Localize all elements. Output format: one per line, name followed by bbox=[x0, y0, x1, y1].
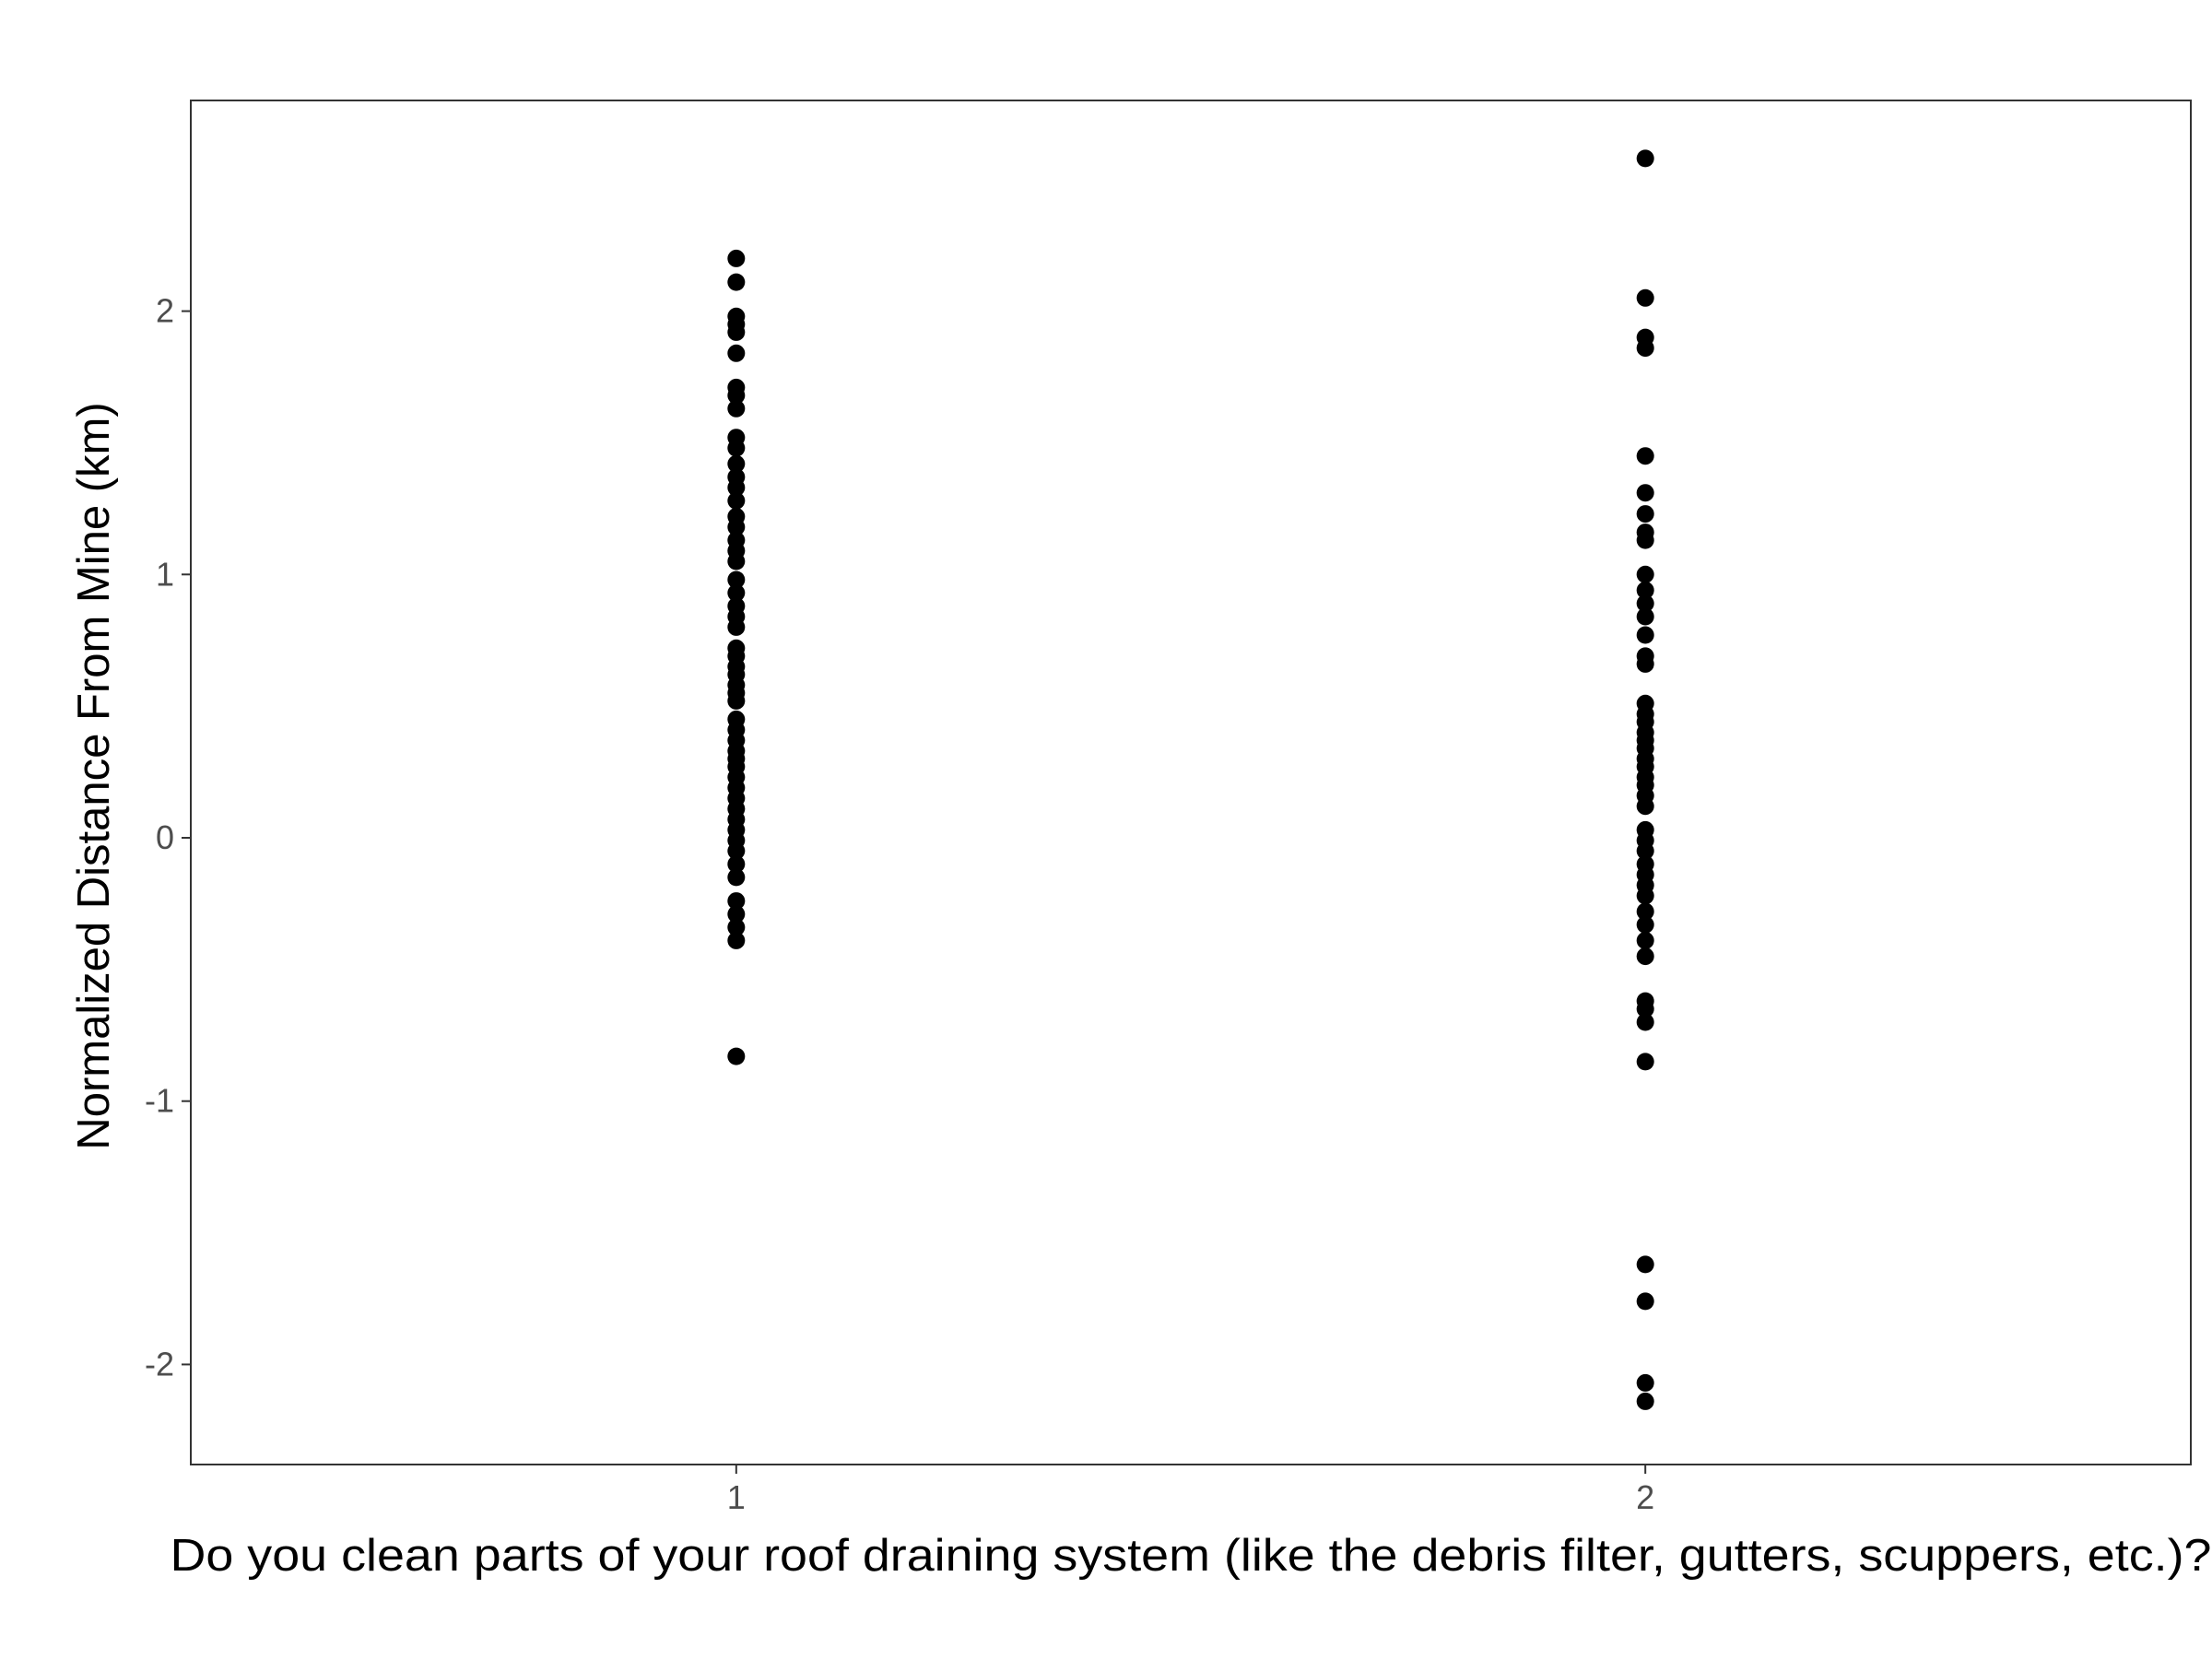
data-point bbox=[727, 841, 746, 860]
data-point bbox=[727, 691, 746, 710]
data-point bbox=[1636, 288, 1654, 307]
data-point bbox=[1636, 594, 1654, 613]
data-point bbox=[727, 868, 746, 887]
data-point bbox=[727, 478, 746, 497]
data-point bbox=[1636, 915, 1654, 934]
data-point bbox=[1636, 947, 1654, 966]
data-point bbox=[727, 454, 746, 473]
y-tick-label: -1 bbox=[145, 1082, 174, 1120]
data-point bbox=[1636, 447, 1654, 465]
y-tick-label: -2 bbox=[145, 1345, 174, 1382]
data-point bbox=[727, 323, 746, 341]
plot-panel bbox=[190, 100, 2192, 1465]
data-point bbox=[1636, 626, 1654, 644]
data-point bbox=[1636, 1292, 1654, 1311]
data-point bbox=[1636, 654, 1654, 673]
data-point bbox=[727, 439, 746, 457]
data-point bbox=[727, 618, 746, 636]
data-point bbox=[1636, 531, 1654, 549]
data-point bbox=[1636, 1255, 1654, 1274]
data-point bbox=[1636, 505, 1654, 524]
data-point bbox=[727, 905, 746, 924]
data-point bbox=[727, 571, 746, 589]
data-point bbox=[727, 892, 746, 911]
data-point bbox=[1636, 1373, 1654, 1392]
data-point bbox=[727, 386, 746, 405]
data-point bbox=[727, 518, 746, 536]
data-point bbox=[1636, 797, 1654, 816]
data-point bbox=[727, 918, 746, 936]
data-point bbox=[1636, 841, 1654, 860]
data-point bbox=[1636, 1053, 1654, 1071]
data-point bbox=[1636, 607, 1654, 626]
data-point bbox=[1636, 902, 1654, 921]
data-point bbox=[727, 855, 746, 874]
data-point bbox=[727, 583, 746, 602]
data-point bbox=[727, 931, 746, 949]
data-point bbox=[1636, 1392, 1654, 1410]
y-tick-label: 2 bbox=[156, 292, 174, 330]
data-point bbox=[1636, 1013, 1654, 1031]
x-tick-label: 2 bbox=[1636, 1478, 1654, 1516]
data-point bbox=[727, 552, 746, 571]
data-point bbox=[727, 399, 746, 418]
data-point bbox=[1636, 887, 1654, 905]
x-axis-title: Do you clean parts of your roof draining… bbox=[171, 1531, 2212, 1581]
x-tick-label: 1 bbox=[727, 1478, 746, 1516]
data-point bbox=[1636, 484, 1654, 502]
data-point bbox=[727, 273, 746, 291]
y-axis: -2 -1 0 1 2 bbox=[145, 292, 191, 1382]
data-point bbox=[1636, 931, 1654, 949]
data-point bbox=[1636, 339, 1654, 358]
y-tick-label: 1 bbox=[156, 555, 174, 593]
data-points bbox=[727, 149, 1654, 1410]
y-tick-label: 0 bbox=[156, 818, 174, 856]
data-point bbox=[1636, 565, 1654, 583]
data-point bbox=[727, 249, 746, 267]
data-point bbox=[1636, 149, 1654, 168]
data-point bbox=[1636, 581, 1654, 599]
data-point bbox=[727, 491, 746, 510]
y-axis-title: Normalized Distance From Mine (km) bbox=[69, 402, 119, 1149]
data-point bbox=[727, 1047, 746, 1065]
data-point bbox=[727, 344, 746, 362]
data-point bbox=[1636, 1000, 1654, 1018]
